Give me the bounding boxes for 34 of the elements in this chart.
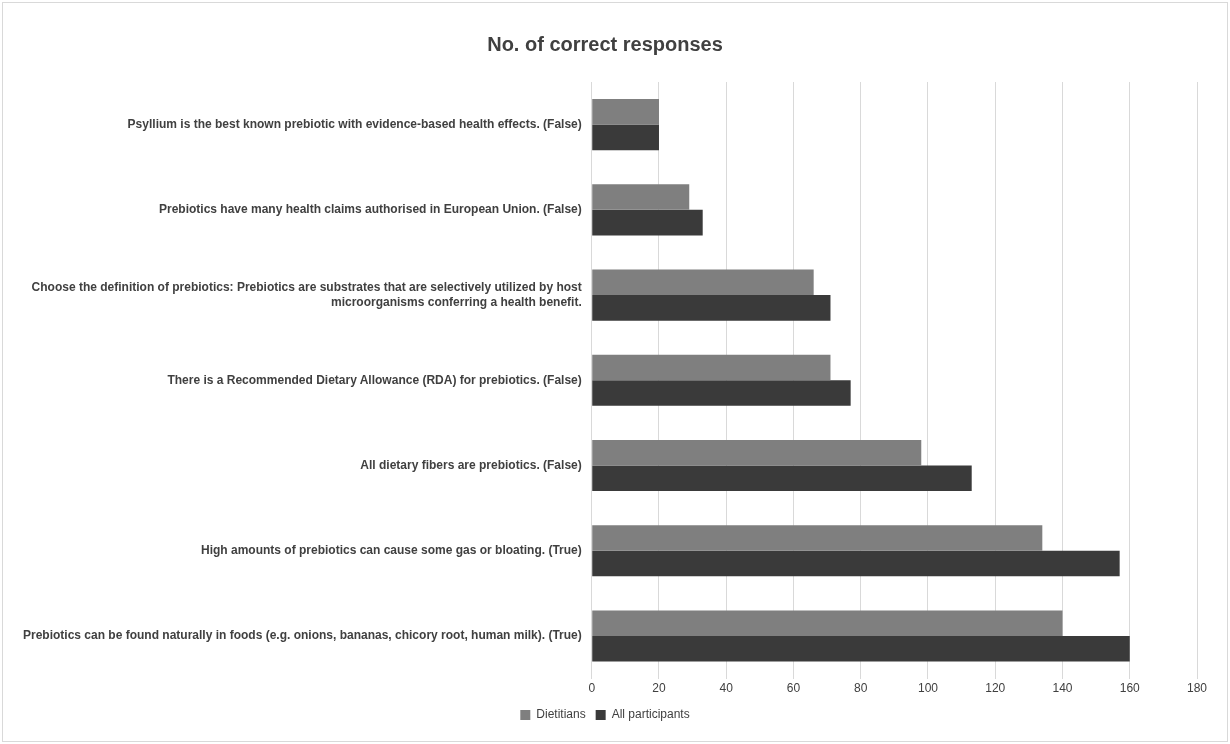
y-tick-label: There is a Recommended Dietary Allowance (RDA) for prebiotics. (False) — [167, 372, 582, 387]
chart-title: No. of correct responses — [487, 32, 723, 55]
x-tick-label: 180 — [1186, 681, 1208, 696]
x-tick-label: 20 — [652, 681, 666, 696]
x-tick-label: 160 — [1119, 681, 1141, 696]
legend-label: Dietitians — [536, 707, 586, 722]
bar — [592, 465, 972, 492]
bar — [592, 354, 831, 381]
bar — [592, 269, 814, 296]
bar — [592, 550, 1120, 577]
bar — [592, 99, 659, 125]
bar — [592, 635, 1130, 662]
y-tick-label: High amounts of prebiotics can cause some gas or bloating. (True) — [201, 543, 582, 558]
bar — [592, 295, 831, 321]
y-tick-label: Prebiotics can be found naturally in foods (e.g. onions, bananas, chicory root, human milk). (True) — [22, 628, 582, 643]
x-tick-label: 80 — [854, 681, 868, 696]
y-tick-label: Choose the definition of prebiotics: Prebiotics are substrates that are selectively utilized by host microorganisms conferring a health benefit. — [31, 280, 582, 309]
x-tick-label: 0 — [588, 681, 596, 696]
x-tick-label: 140 — [1052, 681, 1073, 696]
bar — [592, 380, 851, 406]
bar — [592, 124, 659, 151]
x-tick-label: 60 — [786, 681, 801, 696]
x-tick-label: 100 — [917, 681, 939, 696]
x-tick-label: 40 — [719, 681, 734, 696]
x-tick-label: 120 — [985, 681, 1006, 696]
y-tick-label: All dietary fibers are prebiotics. (False) — [360, 457, 582, 472]
bar — [592, 610, 1063, 636]
y-tick-label: Prebiotics have many health claims authorised in European Union. (False) — [158, 202, 582, 217]
bar — [592, 525, 1043, 551]
bar — [592, 209, 703, 236]
legend-label: All participants — [611, 707, 690, 722]
y-tick-label: Psyllium is the best known prebiotic with evidence-based health effects. (False) — [127, 116, 582, 131]
bar — [592, 184, 690, 210]
bar — [592, 439, 922, 466]
